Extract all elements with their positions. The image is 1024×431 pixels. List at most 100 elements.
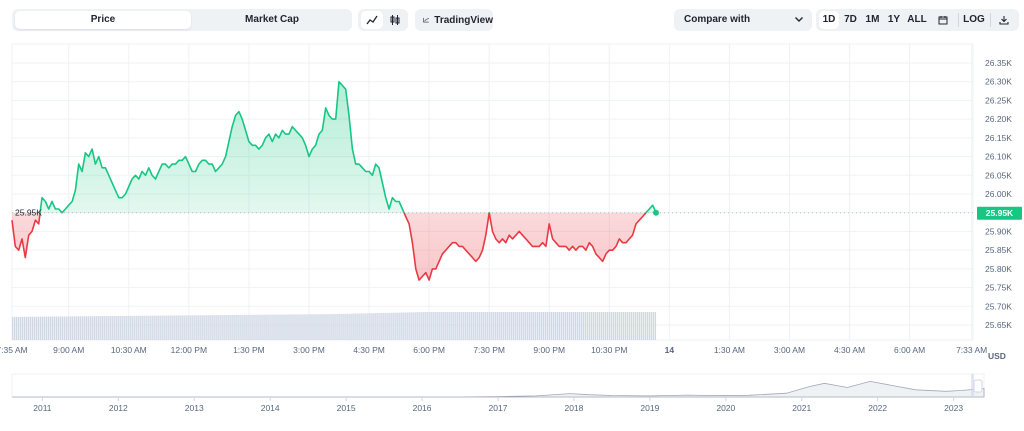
volume-bar — [396, 312, 398, 340]
volume-bar — [176, 315, 178, 340]
candlestick-icon[interactable] — [384, 11, 406, 29]
volume-bar — [574, 312, 576, 340]
y-tick-label: 25.90K — [985, 226, 1012, 236]
volume-bar — [298, 314, 300, 340]
current-price-label: 25.95K — [986, 208, 1014, 218]
volume-bar — [266, 314, 268, 340]
volume-bar — [238, 314, 240, 340]
tab-market-cap[interactable]: Market Cap — [245, 14, 299, 25]
compare-with-label: Compare with — [684, 14, 751, 25]
volume-bar — [420, 312, 422, 340]
volume-bar — [392, 312, 394, 340]
x-tick-label: 6:00 PM — [413, 345, 445, 355]
volume-bar — [316, 314, 318, 340]
calendar-icon — [938, 16, 948, 25]
volume-bar — [512, 312, 514, 340]
volume-bar — [182, 315, 184, 340]
volume-bar — [212, 315, 214, 340]
volume-bar — [418, 312, 420, 340]
range-1y[interactable]: 1Y — [887, 14, 901, 25]
volume-bars — [12, 312, 657, 340]
volume-bar — [28, 316, 30, 340]
volume-bar — [646, 312, 649, 340]
volume-bar — [76, 316, 78, 340]
range-1m[interactable]: 1M — [865, 14, 880, 25]
volume-bar — [484, 312, 486, 340]
volume-bar — [196, 315, 198, 340]
volume-bar — [58, 316, 60, 340]
navigator-window[interactable] — [971, 374, 974, 397]
volume-bar — [54, 316, 56, 340]
volume-bar — [80, 316, 82, 340]
volume-bar — [112, 316, 114, 340]
volume-bar — [552, 312, 554, 340]
volume-bar — [214, 315, 216, 340]
volume-bar — [356, 313, 358, 340]
volume-bar — [506, 312, 508, 340]
x-tick-label: 1:30 AM — [714, 345, 745, 355]
volume-bar — [286, 314, 288, 340]
volume-bar — [194, 315, 196, 340]
range-7d[interactable]: 7D — [844, 14, 857, 25]
tab-price[interactable]: Price — [15, 11, 191, 29]
volume-bar — [46, 316, 48, 340]
line-chart-icon[interactable] — [361, 11, 383, 29]
x-tick-label: 14 — [665, 345, 675, 355]
volume-bar — [460, 312, 462, 340]
volume-bar — [206, 315, 208, 340]
volume-bar — [448, 312, 450, 340]
volume-bar — [480, 312, 482, 340]
y-tick-label: 26.20K — [985, 114, 1012, 124]
volume-bar — [530, 312, 532, 340]
volume-bar — [142, 315, 144, 340]
volume-bar — [350, 313, 352, 340]
volume-bar — [34, 316, 36, 340]
volume-bar — [162, 315, 164, 340]
volume-bar — [278, 314, 280, 340]
x-tick-label: 10:30 AM — [111, 345, 147, 355]
range-all[interactable]: ALL — [907, 14, 927, 25]
volume-bar — [170, 315, 172, 340]
download-button[interactable] — [993, 11, 1015, 29]
compare-with-dropdown[interactable]: Compare with — [674, 9, 812, 31]
volume-bar — [104, 316, 106, 340]
range-1d[interactable]: 1D — [819, 11, 839, 29]
volume-bar — [550, 312, 552, 340]
volume-bar — [102, 316, 104, 340]
volume-bar — [532, 312, 534, 340]
volume-bar — [432, 312, 434, 340]
volume-bar — [542, 312, 544, 340]
volume-bar — [626, 312, 629, 340]
current-price-badge — [977, 206, 1022, 220]
area-below-open — [12, 212, 646, 281]
volume-bar — [118, 315, 120, 340]
volume-bar — [216, 315, 218, 340]
volume-bar — [490, 312, 492, 340]
area-above-open — [12, 81, 656, 213]
volume-bar — [556, 312, 558, 340]
volume-bar — [64, 316, 66, 340]
volume-bar — [254, 314, 256, 340]
volume-bar — [486, 312, 488, 340]
y-tick-label: 26.15K — [985, 133, 1012, 143]
volume-bar — [36, 316, 38, 340]
volume-bar — [78, 316, 80, 340]
log-scale-button[interactable]: LOG — [963, 14, 985, 25]
volume-bar — [654, 312, 657, 340]
volume-bar — [186, 315, 188, 340]
volume-bar — [282, 314, 284, 340]
y-tick-label: 26.00K — [985, 189, 1012, 199]
x-tick-label: 4:30 PM — [353, 345, 385, 355]
volume-bar — [218, 315, 220, 340]
y-unit-label: USD — [988, 351, 1006, 361]
volume-bar — [42, 316, 44, 340]
volume-bar — [644, 312, 647, 340]
calendar-button[interactable] — [933, 11, 953, 29]
volume-bar — [618, 312, 621, 340]
navigator-handle[interactable] — [973, 379, 983, 393]
tradingview-button[interactable]: TradingView — [415, 9, 493, 31]
volume-bar — [192, 315, 194, 340]
volume-bar — [524, 312, 526, 340]
volume-bar — [570, 312, 572, 340]
volume-bar — [128, 315, 130, 340]
